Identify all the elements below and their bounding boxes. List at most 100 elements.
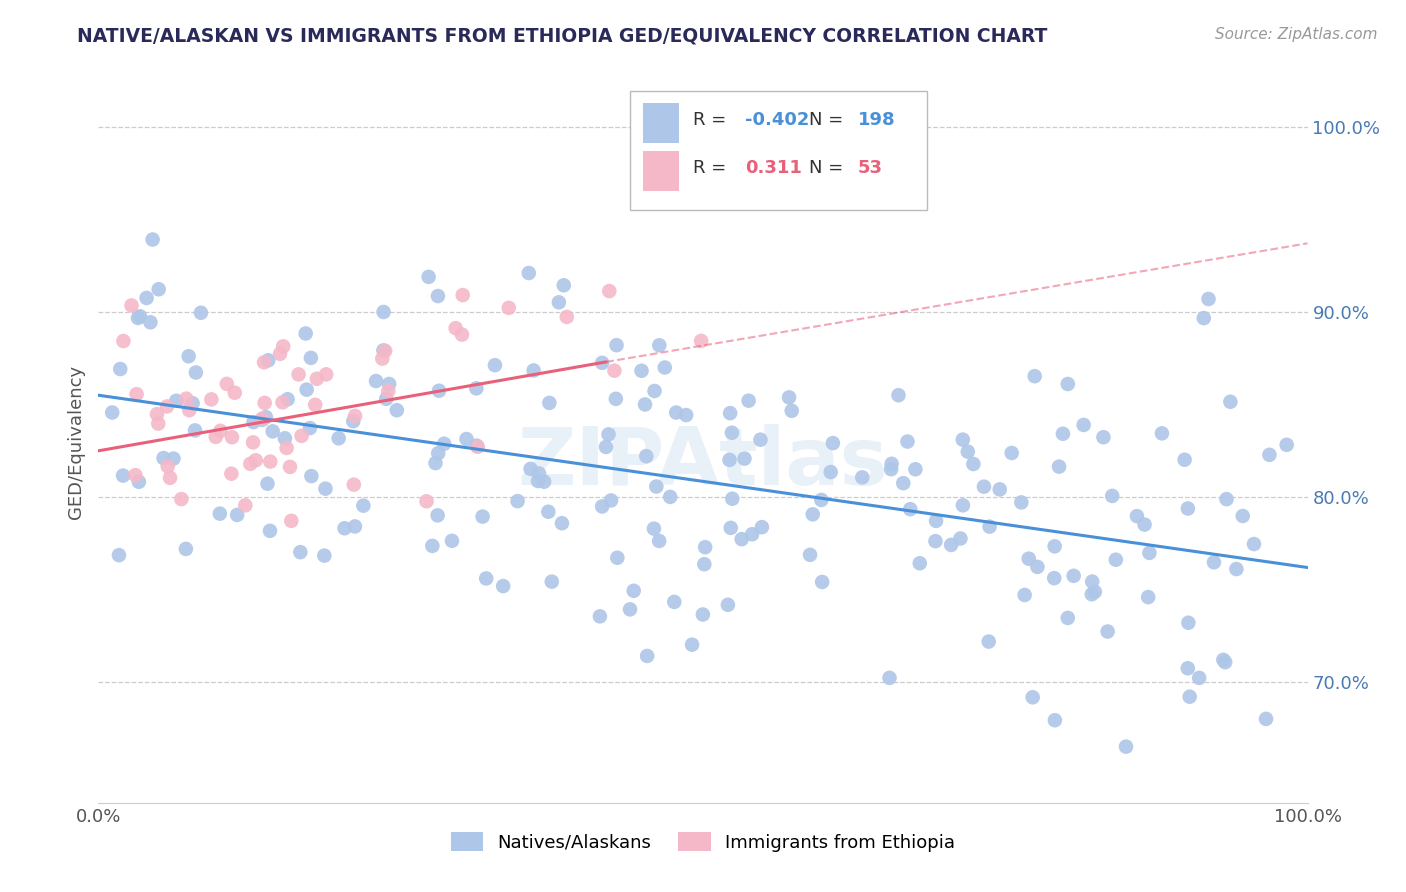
Point xyxy=(129,310,152,324)
Point xyxy=(1043,713,1066,727)
Point xyxy=(148,417,170,431)
Point xyxy=(124,468,146,483)
Point xyxy=(506,494,529,508)
Point xyxy=(606,338,628,352)
Point xyxy=(371,351,394,366)
Point xyxy=(939,538,962,552)
Point xyxy=(364,374,387,388)
Point xyxy=(721,491,744,506)
Point xyxy=(333,521,356,535)
Point xyxy=(952,499,974,513)
Point xyxy=(555,310,578,324)
Point xyxy=(533,475,555,489)
Point xyxy=(1056,611,1078,625)
Point xyxy=(373,343,395,358)
Text: R =: R = xyxy=(693,111,733,129)
Point xyxy=(538,396,561,410)
Point xyxy=(426,508,449,523)
Text: R =: R = xyxy=(693,159,733,177)
Point xyxy=(148,282,170,296)
Point xyxy=(924,534,946,549)
Point xyxy=(718,406,741,420)
Point xyxy=(623,583,645,598)
Point xyxy=(600,493,623,508)
Point xyxy=(112,334,135,348)
Point xyxy=(200,392,222,407)
Point xyxy=(242,415,264,429)
Point xyxy=(328,431,350,445)
Point xyxy=(259,454,281,468)
Point xyxy=(475,571,498,585)
Point xyxy=(498,301,520,315)
FancyBboxPatch shape xyxy=(643,151,679,191)
Point xyxy=(427,446,450,460)
Point xyxy=(606,550,628,565)
Point xyxy=(427,384,450,398)
Point xyxy=(1056,376,1078,391)
Point xyxy=(1026,560,1049,574)
Point xyxy=(1192,311,1215,326)
Point xyxy=(598,427,620,442)
Point xyxy=(451,288,474,302)
Point xyxy=(467,440,489,454)
Point xyxy=(290,545,312,559)
Point xyxy=(605,392,627,406)
Point xyxy=(896,434,918,449)
Point xyxy=(1133,517,1156,532)
Point xyxy=(636,648,658,663)
Point xyxy=(242,435,264,450)
Point xyxy=(1174,452,1197,467)
Point xyxy=(733,451,755,466)
Point xyxy=(675,408,697,422)
Point xyxy=(523,363,546,377)
Point xyxy=(190,306,212,320)
Point xyxy=(239,457,262,471)
Point xyxy=(305,372,328,386)
Point xyxy=(290,429,312,443)
Point xyxy=(159,471,181,485)
Point xyxy=(221,430,243,444)
Point xyxy=(444,321,467,335)
Point xyxy=(1097,624,1119,639)
Point xyxy=(375,392,398,406)
Point xyxy=(179,403,201,417)
Point xyxy=(174,392,197,406)
Text: 198: 198 xyxy=(858,111,896,129)
Point xyxy=(204,430,226,444)
Point xyxy=(537,505,560,519)
Point xyxy=(433,436,456,450)
Point xyxy=(174,541,197,556)
Point xyxy=(156,459,179,474)
Point xyxy=(125,387,148,401)
Point xyxy=(1047,459,1070,474)
Point xyxy=(973,480,995,494)
Point xyxy=(645,479,668,493)
Point xyxy=(527,467,550,481)
Point xyxy=(315,368,337,382)
Point xyxy=(644,384,666,398)
Point xyxy=(1021,690,1043,705)
Point xyxy=(343,477,366,491)
Point xyxy=(810,492,832,507)
Point xyxy=(451,327,474,342)
Point xyxy=(665,405,688,419)
Point xyxy=(484,358,506,372)
Point xyxy=(146,407,169,421)
Point xyxy=(1202,555,1225,569)
Point xyxy=(630,364,652,378)
Point xyxy=(949,532,972,546)
Point xyxy=(1215,492,1237,507)
Point xyxy=(1043,571,1066,585)
Point xyxy=(717,598,740,612)
Point xyxy=(1258,448,1281,462)
Point xyxy=(648,533,671,548)
Point xyxy=(1178,690,1201,704)
Point xyxy=(1232,508,1254,523)
Point xyxy=(112,468,135,483)
Point xyxy=(425,456,447,470)
Point xyxy=(170,492,193,507)
Point xyxy=(517,266,540,280)
Text: ZIPAtlas: ZIPAtlas xyxy=(517,425,889,502)
Point xyxy=(654,360,676,375)
Point xyxy=(720,521,742,535)
